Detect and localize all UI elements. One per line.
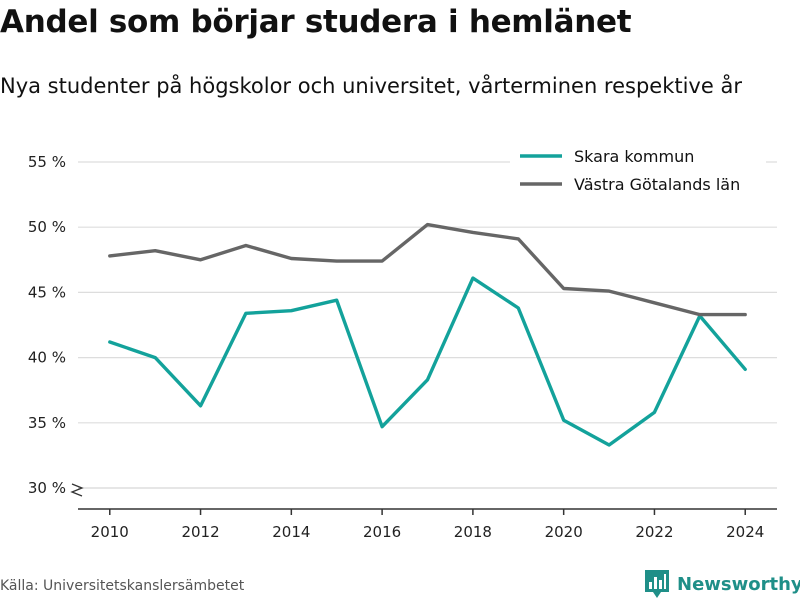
bar-chart-badge-icon [645,570,669,598]
x-tick-label: 2022 [635,523,673,541]
axis-break-icon [70,483,84,497]
chart-title: Andel som börjar studera i hemlänet [0,4,632,40]
series-line-vastra-gotalands-lan [108,222,747,317]
x-tick-label: 2018 [454,523,492,541]
legend-background [510,142,766,202]
x-tick-label: 2012 [181,523,219,541]
x-tick-label: 2020 [545,523,583,541]
y-tick-label: 35 % [28,414,66,432]
x-tick-label: 2014 [272,523,310,541]
legend-label: Västra Götalands län [574,175,740,194]
x-tick-label: 2024 [726,523,764,541]
x-tick-label: 2016 [363,523,401,541]
series-line-skara-kommun [108,276,747,447]
legend-label: Skara kommun [574,147,694,166]
legend: Skara kommun Västra Götalands län [510,142,766,202]
y-tick-label: 40 % [28,349,66,367]
y-tick-label: 30 % [28,479,66,497]
source-note: Källa: Universitetskanslersämbetet [0,578,245,594]
y-tick-label: 55 % [28,153,66,171]
brand-logo[interactable]: Newsworthy [644,568,800,600]
axes: 30 % 35 % 40 % 45 % 50 % 55 % 2010 2012 2014 2016… [28,153,777,541]
gridlines [78,161,777,489]
series-lines [108,222,747,447]
chart-subtitle: Nya studenter på högskolor och universit… [0,74,742,98]
y-tick-label: 45 % [28,283,66,301]
brand-name: Newsworthy [677,573,800,595]
x-tick-label: 2010 [91,523,129,541]
y-tick-label: 50 % [28,218,66,236]
